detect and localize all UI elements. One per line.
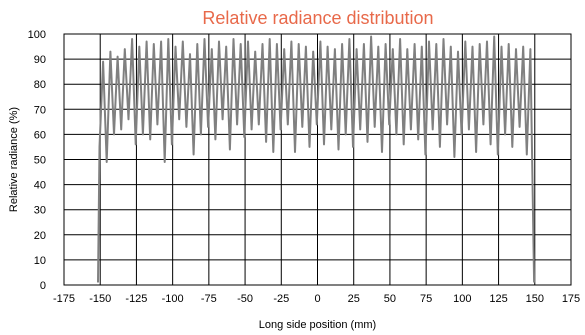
x-tick-label: -50 [237,293,253,305]
y-tick-label: 0 [40,280,46,292]
x-tick-label: -100 [162,293,184,305]
y-axis-label: Relative radiance (%) [8,107,20,212]
x-tick-label: 150 [526,293,544,305]
x-tick-label: 75 [420,293,432,305]
y-tick-label: 20 [34,230,46,242]
y-tick-label: 100 [28,29,46,41]
radiance-series-line [97,35,536,283]
x-axis-ticks: -175 -150 -125 -100 -75 -50 -25 0 25 50 75 100 125 15… [53,293,580,305]
x-tick-label: -175 [53,293,75,305]
y-axis-ticks: 0 10 20 30 40 50 60 70 80 90 100 [28,29,46,292]
x-tick-label: -125 [125,293,147,305]
x-tick-label: 125 [489,293,507,305]
y-tick-label: 80 [34,79,46,91]
series-layer [97,35,536,283]
y-tick-label: 50 [34,155,46,167]
x-tick-label: -25 [273,293,289,305]
x-tick-label: 0 [314,293,320,305]
chart-title: Relative radiance distribution [202,8,433,28]
x-tick-label: -75 [201,293,217,305]
x-tick-label: 25 [348,293,360,305]
x-tick-label: 50 [384,293,396,305]
x-tick-label: 100 [453,293,471,305]
x-tick-label: 175 [562,293,580,305]
x-axis-label: Long side position (mm) [259,319,376,331]
x-tick-label: -150 [89,293,111,305]
y-tick-label: 70 [34,104,46,116]
y-tick-label: 40 [34,180,46,192]
y-tick-label: 90 [34,54,46,66]
y-tick-label: 60 [34,129,46,141]
y-tick-label: 30 [34,205,46,217]
y-tick-label: 10 [34,255,46,267]
